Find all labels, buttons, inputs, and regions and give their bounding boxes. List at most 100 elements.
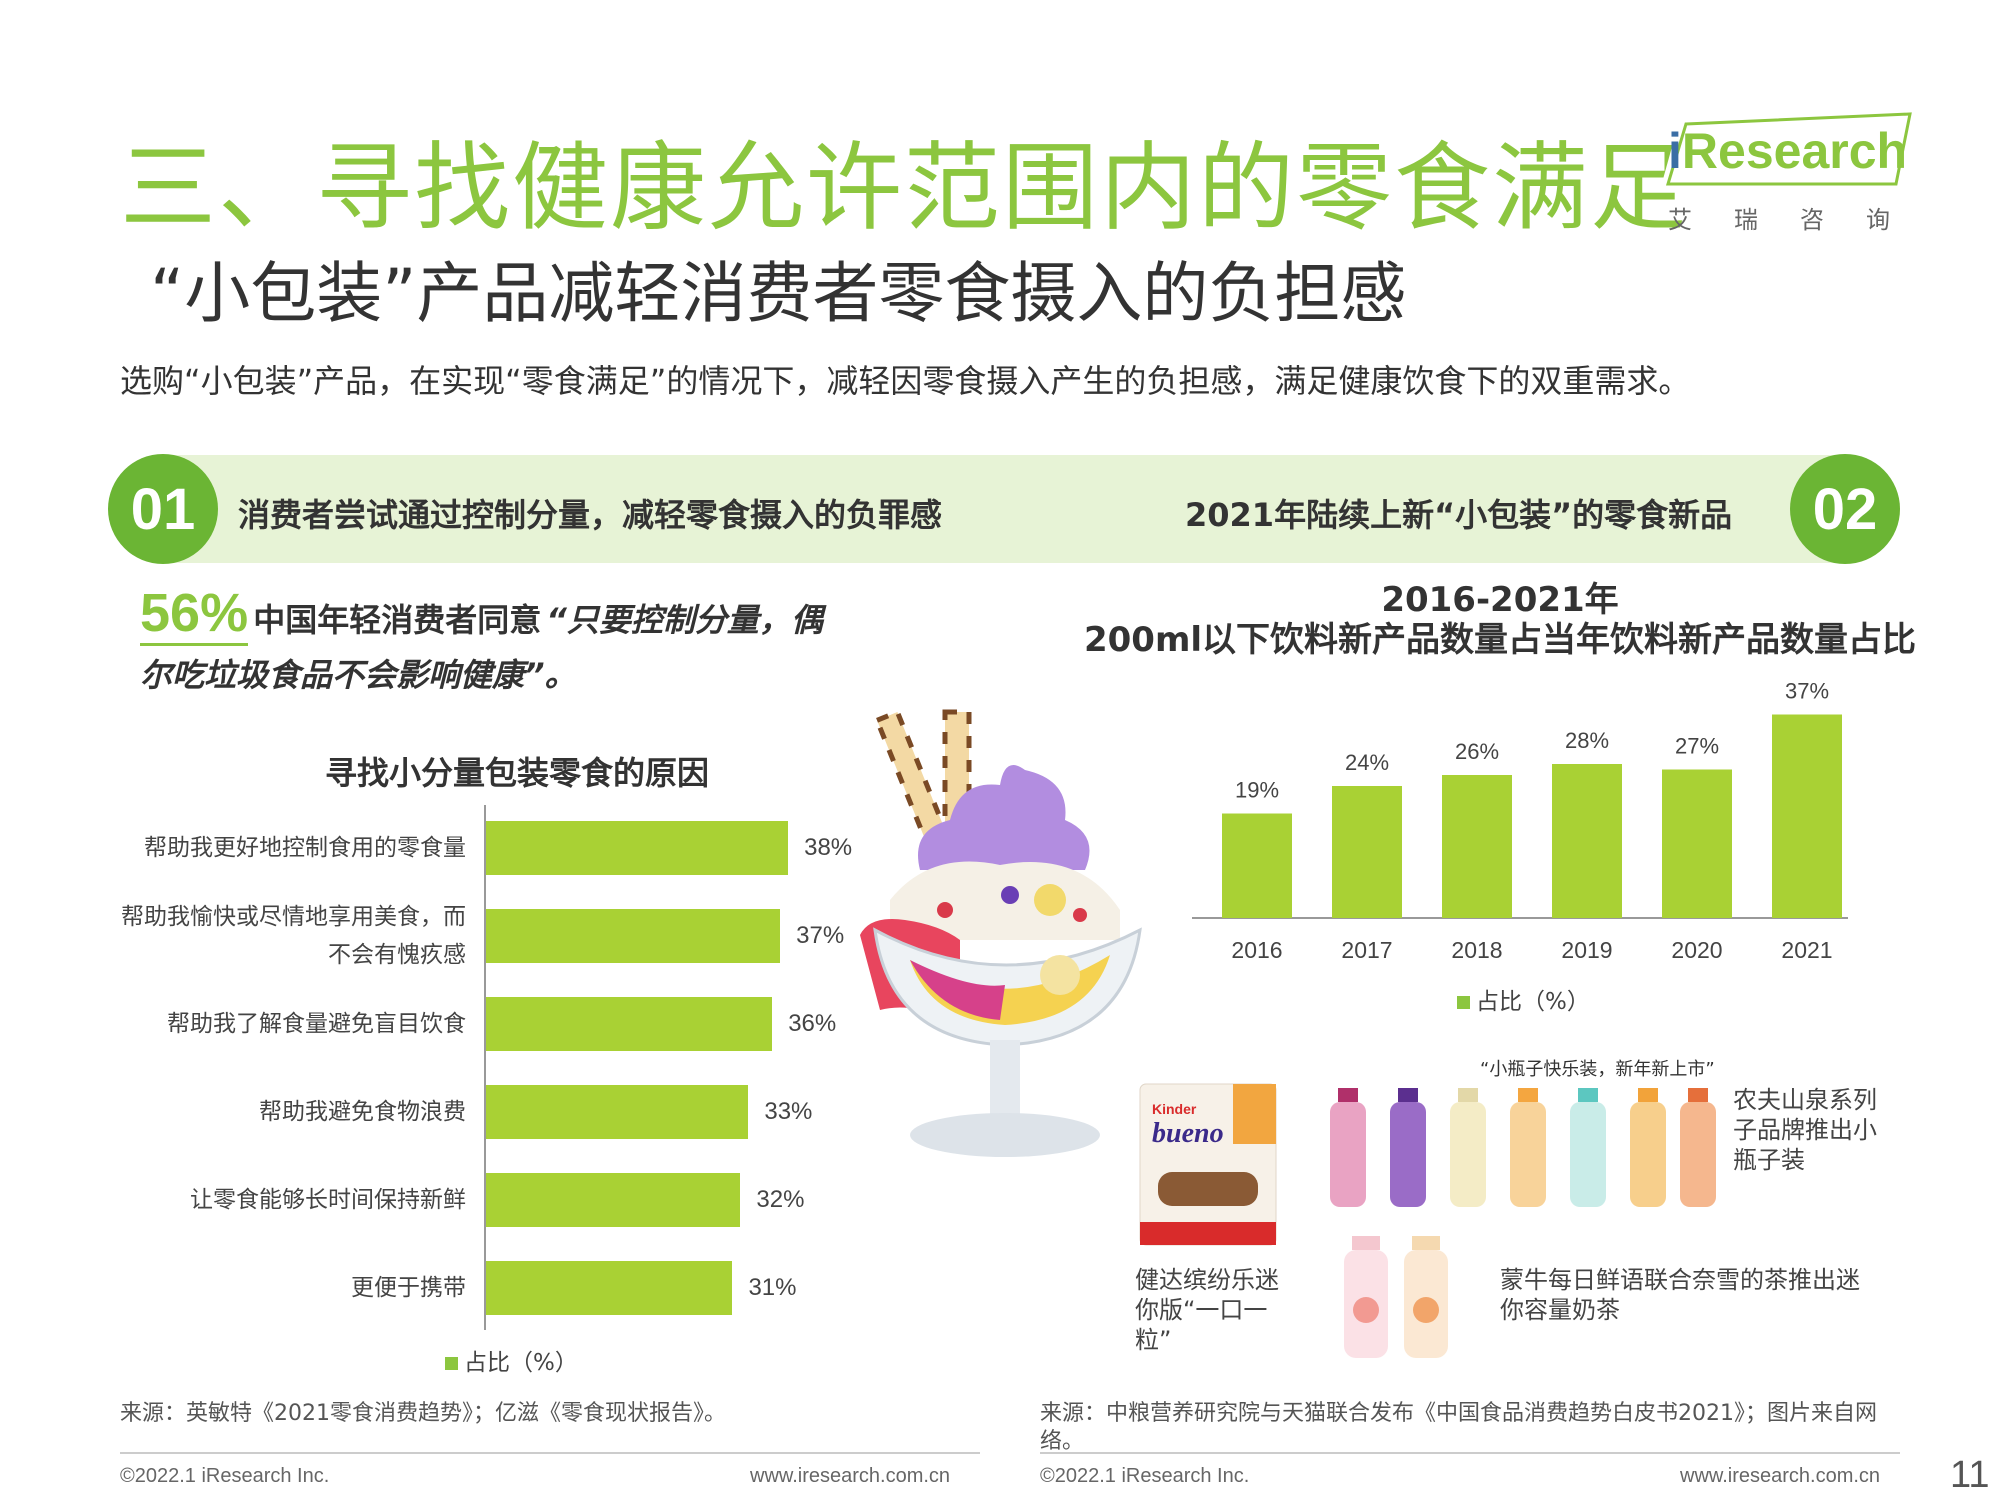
vbar-2019 [1552,764,1622,918]
section-banner [110,455,1900,563]
hbar-4 [486,1173,741,1227]
hbar-label-1: 帮助我愉快或尽情地享用美食，而不会有愧疚感 [100,898,466,974]
kinder-bueno-package: Kinder bueno [1139,1083,1277,1246]
copyright-left: ©2022.1 iResearch Inc. [120,1465,330,1487]
kinder-caption: 健达缤纷乐迷你版“一口一粒” [1135,1266,1279,1354]
kinder-logo-text: Kinder [1152,1101,1197,1117]
left-legend-label: 占比（%） [464,1350,578,1376]
hbar-3 [486,1085,749,1139]
logo-i: i [1668,123,1682,179]
hbar-label-4: 让零食能够长时间保持新鲜 [100,1181,466,1219]
stat-quote-line2: 尔吃垃圾食品不会影响健康”。 [140,650,577,696]
banana-slice [1034,884,1066,916]
hbar-label-line: 更便于携带 [351,1275,466,1301]
hbar-value-3: 33% [764,1098,813,1125]
vbar-value-2017: 24% [1345,750,1389,775]
sundae-illustration [860,708,1142,1157]
hbar-label-2: 帮助我了解食量避免盲目饮食 [100,1005,466,1043]
hbar-label-line: 不会有愧疚感 [328,942,466,968]
vbar-category-2019: 2019 [1561,937,1612,963]
bottle-1 [1330,1088,1366,1207]
hbar-value-2: 36% [788,1010,837,1037]
vbar-category-2020: 2020 [1671,937,1722,963]
hbar-2 [486,997,773,1051]
stat-text: 中国年轻消费者同意 [253,601,542,639]
hbar-value-5: 31% [748,1274,797,1301]
footer-rule-right [1040,1452,1900,1454]
logo-text: Research [1681,123,1908,179]
page-title: 三、寻找健康允许范围内的零食满足 [120,132,1688,244]
vbar-category-2016: 2016 [1231,937,1282,963]
bottle-3 [1450,1088,1486,1207]
bueno-text: bueno [1152,1118,1224,1149]
website-right: www.iresearch.com.cn [1680,1465,1881,1487]
source-left: 来源：英敏特《2021零食消费趋势》；亿滋《零食现状报告》。 [120,1401,726,1426]
website-left: www.iresearch.com.cn [750,1465,951,1487]
hbar-label-5: 更便于携带 [100,1269,466,1307]
page-number: 11 [1950,1454,1990,1496]
hbar-value-4: 32% [756,1186,805,1213]
hbar-1 [486,909,781,963]
bottle-4 [1510,1088,1546,1207]
vbar-value-2020: 27% [1675,734,1719,759]
stat-callout: 56% 中国年轻消费者同意 “只要控制分量，偶 [140,582,823,646]
hbar-0 [486,821,789,875]
right-chart-title-line2: 200ml以下饮料新产品数量占当年饮料新产品数量占比 [1083,620,1917,660]
hbar-label-line: 让零食能够长时间保持新鲜 [190,1187,466,1213]
left-chart-axis [484,805,486,1330]
logo: iResearch [1668,122,1907,180]
vbar-value-2016: 19% [1235,778,1279,803]
mengniu-caption: 蒙牛每日鲜语联合奈雪的茶推出迷你容量奶茶 [1500,1266,1860,1324]
page-subtitle: “小包装”产品减轻消费者零食摄入的负担感 [150,255,1407,332]
mengniu-bottles-image [1344,1236,1448,1358]
glass-base [910,1113,1100,1157]
hbar-label-0: 帮助我更好地控制食用的零食量 [100,829,466,867]
right-chart-legend: 占比（%） [1457,982,1590,1016]
logo-parallelogram [1660,110,1918,190]
bottle-6 [1630,1088,1666,1207]
vbar-2017 [1332,786,1402,918]
vbar-category-2017: 2017 [1341,937,1392,963]
vbar-value-2018: 26% [1455,739,1499,764]
stat-percent: 56% [140,583,249,646]
legend-swatch [445,1357,458,1370]
left-chart-legend: 占比（%） [445,1343,578,1377]
vbar-2020 [1662,769,1732,918]
hbar-value-0: 38% [804,834,853,861]
hbar-label-line: 帮助我愉快或尽情地享用美食，而 [121,904,466,930]
logo-chinese: 艾瑞咨询 [1668,206,1932,234]
vbar-category-2021: 2021 [1781,937,1832,963]
section-number-01: 01 [108,454,218,564]
bottle-2 [1390,1088,1426,1207]
right-chart-title-line1: 2016-2021年 [1381,580,1619,620]
footer-rule-left [120,1452,980,1454]
left-chart-title: 寻找小分量包装零食的原因 [325,754,710,792]
bottles-title: “小瓶子快乐装，新年新上市” [1480,1059,1715,1080]
vbar-2021 [1772,714,1842,918]
vbar-value-2019: 28% [1565,728,1609,753]
right-chart: 19% 2016 24% 2017 26% 2018 28% 2019 27% 2020 37% 20… [1192,679,1848,963]
nongfu-bottles-image [1330,1088,1716,1207]
hbar-value-1: 37% [796,922,845,949]
copyright-right: ©2022.1 iResearch Inc. [1040,1465,1250,1487]
bottle-5 [1570,1088,1606,1207]
hbar-label-line: 帮助我了解食量避免盲目饮食 [167,1011,466,1037]
glass-stem [990,1040,1020,1120]
section-heading-right: 2021年陆续上新“小包装”的零食新品 [1185,496,1733,534]
ice-cream-scoop [918,765,1090,870]
legend-swatch [1457,996,1470,1009]
stat-quote-part1: “只要控制分量，偶 [546,601,823,639]
section-heading-left: 消费者尝试通过控制分量，减轻零食摄入的负罪感 [238,496,943,534]
hbar-label-line: 帮助我避免食物浪费 [259,1099,466,1125]
source-right-line2: 络。 [1040,1429,1085,1454]
hbar-5 [486,1261,733,1315]
nongfu-caption: 农夫山泉系列子品牌推出小瓶子装 [1733,1086,1877,1174]
right-legend-label: 占比（%） [1476,989,1590,1015]
vbar-category-2018: 2018 [1451,937,1502,963]
intro-text: 选购“小包装”产品，在实现“零食满足”的情况下，减轻因零食摄入产生的负担感，满足… [120,362,1691,400]
glass-bowl [873,927,1142,1047]
stat-end: 。 [544,656,577,694]
section-number-02: 02 [1790,454,1900,564]
stat-quote-part2: 尔吃垃圾食品不会影响健康” [140,656,545,694]
hbar-label-line: 帮助我更好地控制食用的零食量 [144,835,466,861]
